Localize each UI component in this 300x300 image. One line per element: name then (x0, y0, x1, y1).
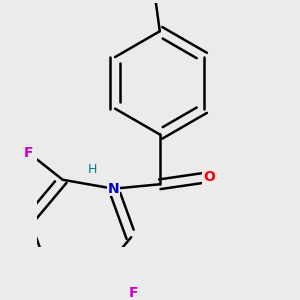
Text: F: F (129, 286, 138, 300)
Text: O: O (203, 170, 215, 184)
Text: N: N (108, 182, 119, 196)
Text: H: H (88, 163, 97, 176)
Text: F: F (24, 146, 34, 160)
